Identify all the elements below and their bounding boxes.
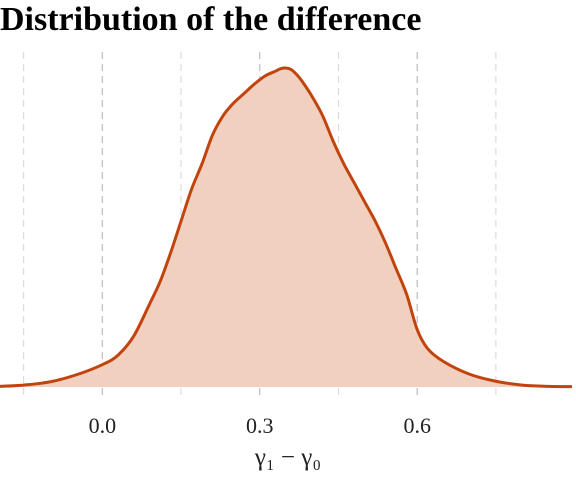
- chart-title: Distribution of the difference: [0, 1, 422, 38]
- x-tick-label: 0.6: [403, 413, 431, 438]
- x-tick-label: 0.3: [246, 413, 274, 438]
- x-tick-label: 0.0: [89, 413, 117, 438]
- density-area: [0, 66, 573, 389]
- x-axis-label: γ₁ − γ₀: [254, 444, 321, 471]
- x-axis-ticks: 0.0 0.3 0.6: [89, 413, 431, 438]
- density-line: [0, 66, 573, 389]
- density-fill: [0, 67, 572, 387]
